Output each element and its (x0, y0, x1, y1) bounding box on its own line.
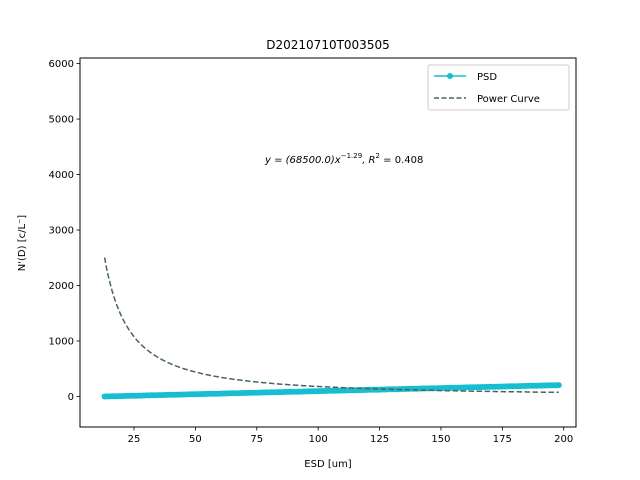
plot-marks (101, 257, 562, 400)
x-tick-label: 150 (431, 434, 450, 445)
annotation-r-sup: 2 (376, 152, 380, 160)
annotation-r: , R (362, 155, 375, 166)
y-axis-label: N'(D) [c/L⁻] (17, 215, 28, 272)
x-tick-label: 100 (309, 434, 328, 445)
annotation-value: = 0.408 (380, 155, 423, 166)
legend-power-curve-label: Power Curve (477, 94, 540, 105)
y-axis: 0 1000 2000 3000 4000 5000 6000 (49, 59, 80, 403)
y-tick-label: 1000 (49, 336, 74, 347)
x-tick-label: 200 (554, 434, 573, 445)
annotation-lhs: y = (68500.0)x (264, 155, 341, 166)
y-tick-label: 5000 (49, 115, 74, 126)
y-tick-label: 3000 (49, 226, 74, 237)
x-tick-label: 25 (128, 434, 141, 445)
fit-annotation: y = (68500.0)x−1.29, R2 = 0.408 (264, 152, 423, 166)
x-tick-label: 75 (250, 434, 263, 445)
y-tick-label: 4000 (49, 170, 74, 181)
legend-psd-label: PSD (477, 72, 497, 83)
x-tick-label: 50 (189, 434, 202, 445)
x-tick-label: 125 (370, 434, 389, 445)
chart-title: D20210710T003505 (266, 38, 389, 52)
x-tick-label: 175 (493, 434, 512, 445)
y-tick-label: 6000 (49, 59, 74, 70)
legend-psd-marker (447, 73, 453, 79)
legend: PSD Power Curve (427, 64, 570, 111)
annotation-exponent: −1.29 (341, 152, 362, 160)
psd-point (555, 382, 562, 389)
y-tick-label: 0 (68, 392, 74, 403)
x-axis-label: ESD [um] (304, 459, 352, 470)
x-axis: 25 50 75 100 125 150 175 200 (128, 427, 573, 445)
plot-frame (79, 57, 577, 428)
y-tick-label: 2000 (49, 281, 74, 292)
